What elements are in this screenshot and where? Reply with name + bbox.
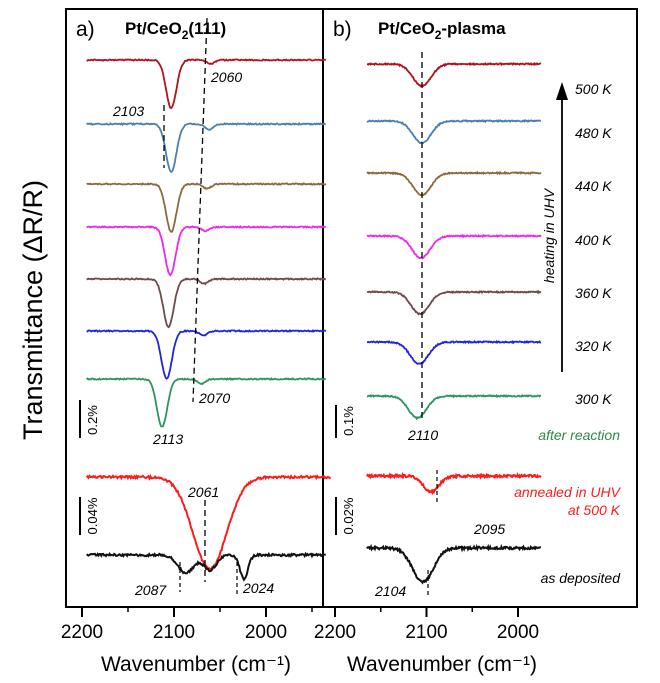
temp-label-500: 500 K (575, 81, 612, 97)
annealed-label-line1: annealed in UHV (514, 484, 622, 500)
spectrum-trace-a-2 (86, 182, 327, 233)
peak-label-2070: 2070 (198, 390, 230, 406)
peak-label-2103: 2103 (112, 103, 144, 119)
peak-label-2110: 2110 (407, 427, 438, 443)
x-axis-label-b: Wavenumber (cm⁻¹) (347, 653, 537, 676)
x-tick-label-2000: 2000 (497, 622, 539, 643)
scale-bar-label-b-top: 0.1% (341, 406, 356, 436)
scale-bar-label-a-top: 0.2% (85, 405, 100, 435)
temp-label-400: 400 K (575, 232, 612, 248)
spectrum-trace-b-4 (366, 289, 542, 316)
temp-label-320: 320 K (575, 338, 612, 354)
spectrum-trace-b-6 (366, 393, 542, 421)
peak-label-2024: 2024 (242, 580, 274, 596)
annealed-label-line2: at 500 K (568, 502, 621, 518)
spectrum-trace-b-2 (366, 170, 542, 197)
x-tick-label-2100: 2100 (153, 622, 195, 643)
x-tick-label-2200: 2200 (314, 622, 356, 643)
spectrum-trace-a-1 (86, 121, 327, 173)
spectrum-trace-a-0 (86, 58, 327, 109)
temp-label-360: 360 K (575, 285, 612, 301)
panel-a-title: Pt/CeO2(111) (125, 19, 226, 42)
spectrum-trace-a-3 (86, 224, 327, 277)
guide-2060 (192, 17, 208, 403)
as-deposited-label: as deposited (541, 570, 622, 586)
panel-a-x-axis: 2200 2100 2000 (61, 607, 313, 643)
panel-a-traces (85, 58, 332, 582)
spectrum-trace-b-3 (366, 233, 542, 260)
x-axis-label-a: Wavenumber (cm⁻¹) (101, 653, 291, 676)
temp-label-440: 440 K (575, 178, 612, 194)
panel-b-title: Pt/CeO2-plasma (378, 19, 506, 42)
panel-a-label: a) (76, 18, 95, 41)
spectrum-trace-a-5 (86, 329, 327, 380)
panel-b-traces (366, 61, 542, 585)
peak-label-2060: 2060 (210, 69, 242, 85)
heating-arrow-head (556, 82, 568, 100)
peak-label-2087: 2087 (134, 582, 167, 598)
peak-label-2061: 2061 (187, 484, 219, 500)
peak-label-2113: 2113 (152, 431, 183, 447)
spectrum-trace-b-8 (366, 543, 542, 585)
figure-frame (65, 8, 638, 608)
after-reaction-label: after reaction (538, 427, 620, 443)
spectrum-trace-b-7 (366, 471, 542, 496)
panel-b-x-axis: 2200 2100 2000 (314, 607, 539, 643)
spectrum-trace-a-6 (86, 377, 326, 428)
panel-b-label: b) (333, 18, 352, 41)
spectrum-trace-a-4 (86, 277, 326, 329)
spectrum-trace-b-5 (367, 339, 542, 365)
x-tick-label-2100: 2100 (405, 622, 447, 643)
peak-label-2104: 2104 (374, 583, 406, 599)
spectrum-trace-a-8 (86, 551, 326, 582)
spectrum-trace-b-0 (366, 61, 542, 88)
peak-label-2095: 2095 (473, 521, 505, 537)
temp-label-480: 480 K (575, 125, 612, 141)
scale-bar-label-a-bottom: 0.04% (85, 497, 100, 534)
x-tick-label-2000: 2000 (245, 622, 287, 643)
scale-bar-label-b-bottom: 0.02% (341, 497, 356, 534)
heating-label: heating in UHV (541, 187, 557, 283)
x-tick-label-2200: 2200 (61, 622, 103, 643)
temp-label-300: 300 K (575, 391, 612, 407)
spectrum-trace-b-1 (366, 119, 542, 145)
y-axis-label: Transmittance (ΔR/R) (18, 180, 48, 440)
